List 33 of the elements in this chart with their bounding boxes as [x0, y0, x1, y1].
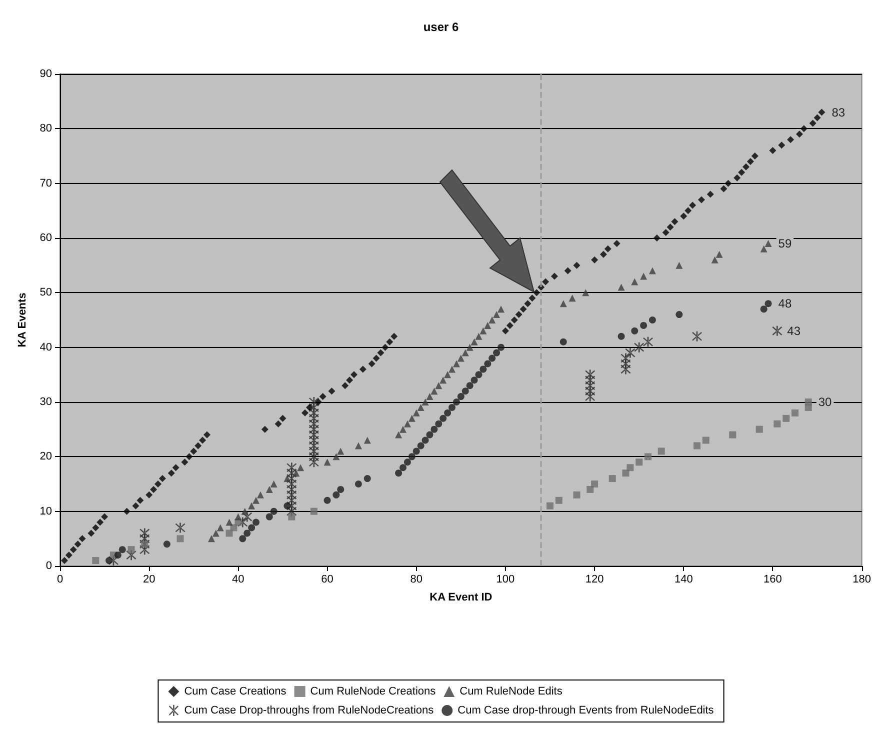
- y-tick-label: 60: [40, 232, 52, 244]
- x-tick-label: 120: [585, 574, 604, 586]
- x-tick-label: 160: [764, 574, 782, 586]
- y-tick-label: 10: [40, 505, 52, 518]
- legend-label: Cum RuleNode Creations: [310, 686, 436, 698]
- annotation: 48: [778, 296, 792, 311]
- legend-label: Cum RuleNode Edits: [460, 686, 563, 698]
- x-tick-label: 60: [321, 574, 334, 586]
- annotation: 83: [832, 105, 846, 120]
- x-tick-label: 180: [852, 574, 872, 586]
- x-tick-label: 20: [142, 574, 156, 586]
- annotation: 59: [778, 236, 792, 250]
- y-tick-label: 50: [40, 286, 52, 299]
- y-tick-label: 20: [40, 450, 52, 463]
- y-tick-label: 0: [46, 560, 52, 572]
- x-tick-label: 80: [410, 574, 422, 586]
- x-tick-label: 40: [232, 574, 244, 586]
- x-tick-label: 0: [56, 574, 64, 586]
- y-tick-label: 90: [40, 68, 52, 80]
- annotation: 43: [787, 324, 801, 338]
- y-tick-label: 80: [40, 122, 52, 135]
- y-tick-label: 40: [40, 341, 52, 354]
- x-axis-title: KA Event ID: [430, 592, 492, 604]
- x-tick-label: 100: [496, 574, 515, 586]
- chart-title: user 6: [423, 20, 459, 34]
- y-tick-label: 70: [40, 177, 52, 190]
- legend-label: Cum Case drop-through Events from RuleNodeEdits: [458, 704, 714, 716]
- annotation: 30: [818, 395, 832, 409]
- x-tick-label: 140: [674, 574, 693, 586]
- legend-label: Cum Case Creations: [184, 686, 287, 698]
- legend-label: Cum Case Drop-throughs from RuleNodeCreations: [184, 704, 434, 716]
- y-axis-title: KA Events: [16, 292, 28, 348]
- y-tick-label: 30: [40, 396, 52, 408]
